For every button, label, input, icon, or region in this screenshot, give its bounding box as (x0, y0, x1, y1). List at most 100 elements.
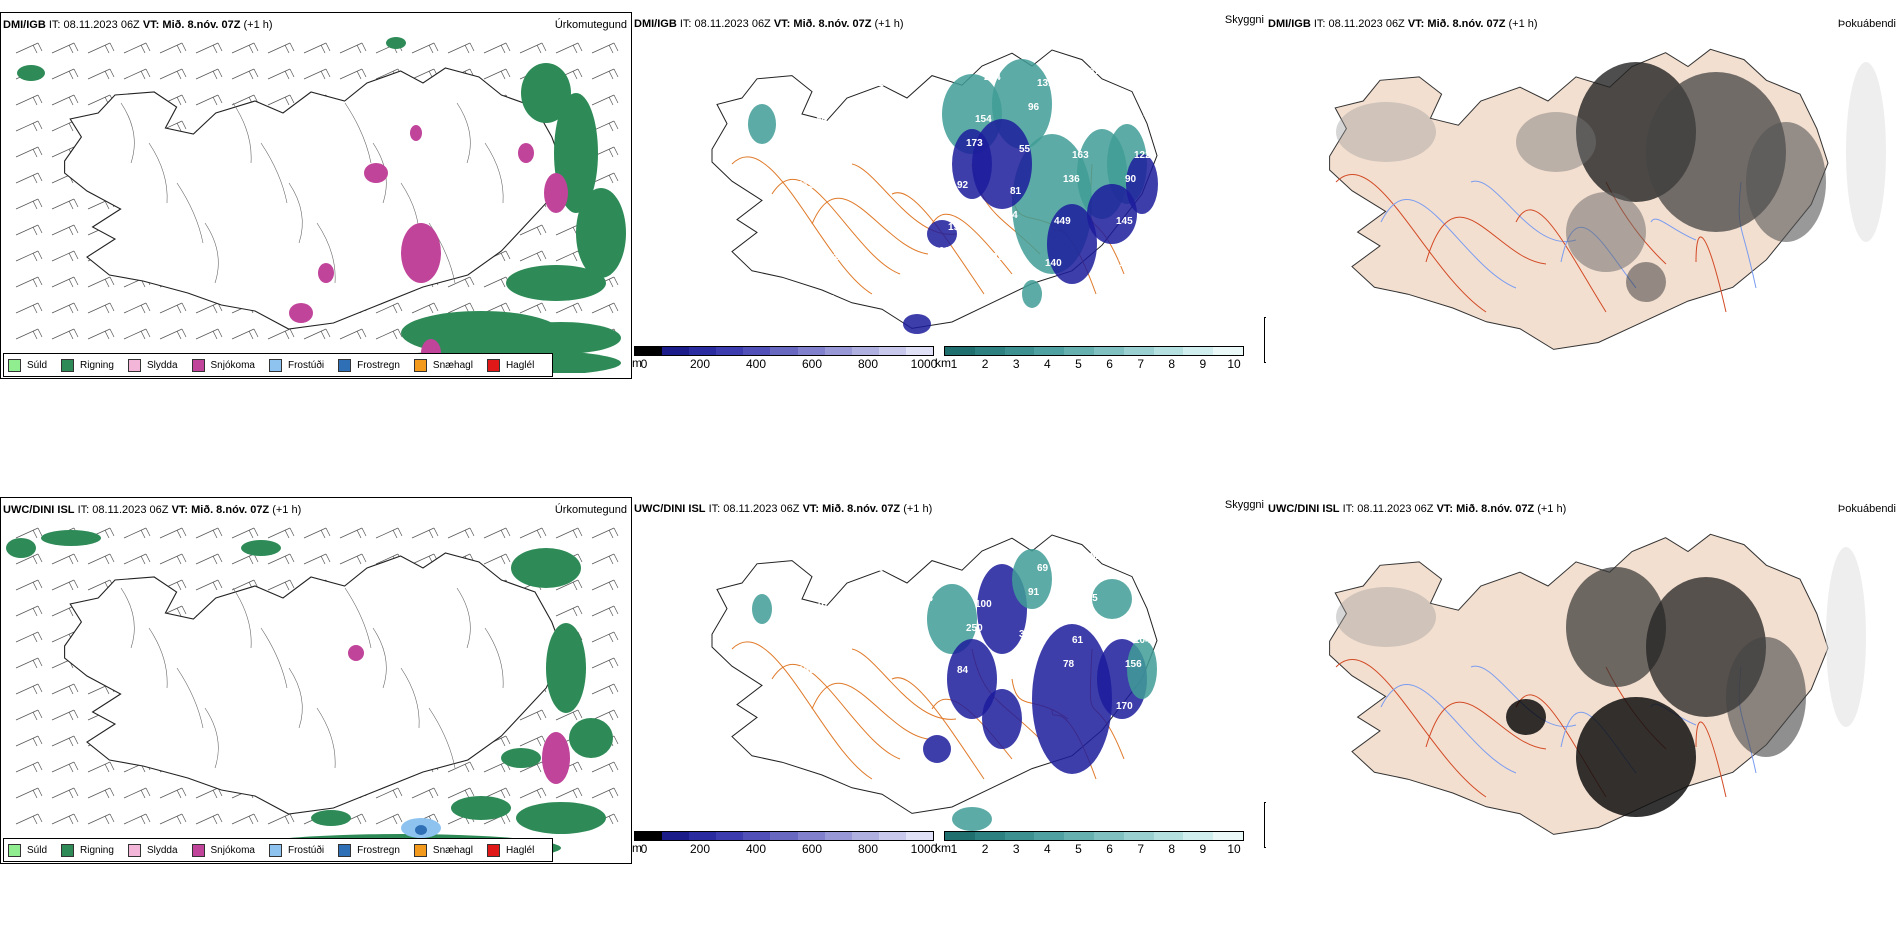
colorbar-tick-label: 600 (801, 842, 823, 856)
visibility-value-label: 84 (816, 114, 828, 125)
colorbar-step (824, 832, 852, 840)
visibility-value-label: 223 (992, 252, 1009, 263)
wind-barb (483, 68, 511, 80)
colorbar-km-bar (944, 831, 1244, 841)
colorbar-step (824, 347, 852, 355)
colorbar-tick-label: 3 (1012, 357, 1020, 371)
legend-label: Súld (27, 844, 48, 856)
wind-barb (267, 42, 295, 54)
wind-barb (339, 553, 367, 565)
rain-area (241, 540, 281, 556)
fog-area (1726, 637, 1806, 757)
rain-area (516, 802, 606, 834)
colorbar-tick-label: 4 (1043, 357, 1051, 371)
colorbar-step (770, 347, 798, 355)
init-time: 08.11.2023 06Z (694, 18, 771, 30)
colorbar-tick-label: 1 (950, 842, 958, 856)
visibility-value-label: 95 (780, 246, 792, 257)
fog-panel: UWC/DINI ISL IT: 08.11.2023 06Z VT: Mið.… (1266, 497, 1900, 864)
colorbar-step (1034, 832, 1065, 840)
legend-label: Frostúði (287, 844, 325, 856)
snow-area (289, 303, 313, 323)
wind-barb (591, 605, 619, 617)
visibility-value-label: 117 (833, 252, 850, 263)
visibility-value-label: 104 (1134, 635, 1151, 646)
low-visibility-area (752, 594, 772, 624)
wind-barb (303, 553, 331, 565)
init-time: 08.11.2023 06Z (63, 19, 140, 31)
visibility-value-label: 121 (860, 629, 877, 640)
fog-area (1566, 567, 1666, 687)
river-line (1380, 199, 1517, 289)
legend-swatch (413, 843, 427, 857)
snow-area (318, 263, 334, 283)
panel-header: UWC/DINI ISL IT: 08.11.2023 06Z VT: Mið.… (634, 503, 932, 515)
panel-title: Skyggni (1224, 499, 1264, 511)
wind-barb (15, 553, 43, 565)
colorbar-tick-label: 5 (1075, 842, 1082, 856)
visibility-value-label: 84 (851, 671, 863, 682)
visibility-panel: DMI/IGB IT: 08.11.2023 06Z VT: Mið. 8.nó… (632, 12, 1266, 379)
wind-barb (195, 527, 223, 539)
wind-barb (591, 527, 619, 539)
wind-barb (555, 250, 583, 262)
terrain-contour (288, 667, 303, 729)
wind-barb (159, 787, 187, 799)
visibility-map: 71 103 83 107 80 69 82 86 76 70 74 100 91 105 104 102 12… (711, 534, 1158, 831)
wind-barb (123, 813, 151, 825)
wind-barb (123, 553, 151, 565)
road-line (1425, 701, 1547, 750)
colorbar-tick-label: 400 (745, 842, 767, 856)
colorbar-meters-bar (634, 346, 934, 356)
legend-swatch (8, 843, 21, 857)
legend-label: Frostúði (287, 359, 325, 371)
river-line (1470, 180, 1577, 243)
wind-barb (51, 198, 79, 210)
wind-barb (15, 250, 43, 262)
visibility-value-label: 132 (922, 108, 939, 119)
colorbar-step (1213, 347, 1243, 355)
low-visibility-area (1032, 624, 1112, 774)
top-row: DMI/IGB IT: 08.11.2023 06Z VT: Mið. 8.nó… (0, 12, 1900, 382)
lead-time: (+1 h) (1508, 18, 1538, 30)
colorbar-step (1123, 832, 1154, 840)
colorbar-tick-label: 9 (1199, 357, 1207, 371)
colorbar-unit-m: m (632, 841, 642, 855)
colorbar-step (1064, 832, 1094, 840)
colorbar-step (743, 347, 771, 355)
wind-barb (591, 709, 619, 721)
rain-area (576, 188, 626, 278)
wind-barb (51, 94, 79, 106)
legend-label: Slydda (146, 844, 178, 856)
wind-barb (159, 68, 187, 80)
legend-item: Haglél (486, 358, 534, 372)
visibility-value-label: 83 (878, 563, 890, 574)
legend-swatch (268, 843, 282, 857)
colorbar-tick-label: 0 (640, 842, 648, 856)
wind-barb (15, 579, 43, 591)
rain-area (17, 65, 45, 81)
vt-label: VT: (142, 19, 160, 31)
wind-barb (51, 68, 79, 80)
visibility-value-label: 138 (842, 210, 859, 221)
terrain-contour (260, 142, 288, 204)
legend-item: Súld (8, 843, 48, 857)
visibility-value-label: 63 (824, 294, 836, 305)
colorbar-step (905, 347, 934, 355)
colorbar-step (1034, 347, 1065, 355)
fog-area (1516, 112, 1596, 172)
colorbar-meters-bar (634, 831, 934, 841)
legend-item: Frostregn (338, 843, 400, 857)
colorbar-tick-label: 10 (1227, 842, 1241, 856)
legend-swatch (268, 358, 282, 372)
colorbar-tick-label: 0 (640, 357, 648, 371)
colorbar-step (662, 832, 690, 840)
visibility-map: 121 127 141 116 214 131 120 124 84 93 132 154 96 222 1… (711, 49, 1168, 334)
valid-time: Mið. 8.nóv. 07Z (162, 19, 241, 31)
visibility-value-label: 127 (825, 72, 842, 83)
terrain-contour (344, 587, 372, 649)
wind-barb (195, 94, 223, 106)
visibility-value-label: 92 (957, 180, 969, 191)
wind-barb (267, 328, 295, 340)
colorbar-step (1153, 347, 1184, 355)
